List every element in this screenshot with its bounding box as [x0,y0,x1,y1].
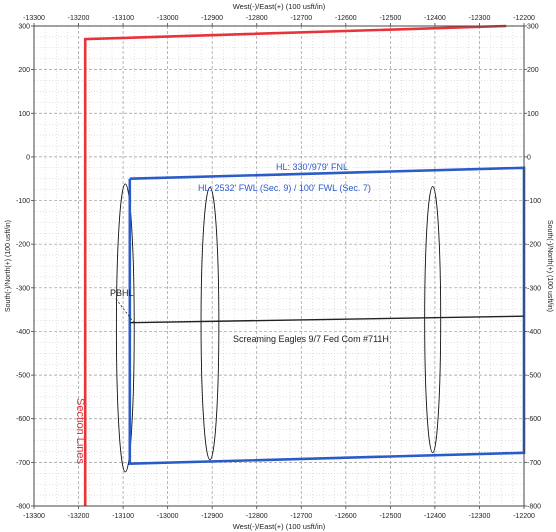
y-tick-label-left: -800 [16,504,30,511]
annotation-hl-fwl: HL: 2532' FWL (Sec. 9) / 100' FWL (Sec. … [198,183,371,193]
y-tick-label-right: -600 [527,416,541,423]
annotation-hl-fnl: HL: 330'/979' FNL [276,162,348,172]
y-tick-label-left: 300 [18,24,30,31]
x-tick-label-top: -12800 [246,15,268,22]
pbhl-leader-line [115,298,136,325]
x-tick-label-top: -12300 [469,15,491,22]
error-ellipse [200,187,220,461]
x-tick-label-bottom: -12500 [379,513,401,520]
section-lines-line [83,24,507,506]
bottom-axis-label: West(-)/East(+) (100 usft/in) [233,522,326,531]
y-tick-label-left: 200 [18,67,30,74]
x-tick-label-top: -13000 [157,15,179,22]
y-tick-label-right: 300 [527,24,539,31]
y-tick-label-right: 0 [527,154,531,161]
x-tick-label-top: -12900 [201,15,223,22]
y-tick-label-right: -700 [527,460,541,467]
error-ellipse [115,183,135,473]
x-tick-label-bottom: -13300 [23,513,45,520]
y-tick-label-left: -200 [16,242,30,249]
x-tick-label-top: -13100 [112,15,134,22]
y-tick-label-left: -500 [16,373,30,380]
top-axis-label: West(-)/East(+) (100 usft/in) [233,2,326,11]
x-tick-label-bottom: -12400 [424,513,446,520]
x-tick-label-top: -12600 [335,15,357,22]
x-tick-label-bottom: -13100 [112,513,134,520]
annotation-pbhl: PBHL [110,288,134,298]
y-tick-label-right: -100 [527,198,541,205]
x-tick-label-bottom: -12600 [335,513,357,520]
annotation-well-name: Screaming Eagles 9/7 Fed Com #711H [233,334,389,344]
x-tick-label-top: -12500 [379,15,401,22]
x-tick-label-bottom: -12700 [290,513,312,520]
left-axis-label: South(-)/North(+) (100 usft/in) [5,220,12,312]
x-tick-label-top: -12200 [513,15,535,22]
x-tick-label-bottom: -12300 [469,513,491,520]
y-tick-label-left: -400 [16,329,30,336]
x-tick-label-top: -12700 [290,15,312,22]
x-tick-label-top: -12400 [424,15,446,22]
y-tick-label-left: 100 [18,111,30,118]
annotation-section-lines: Section Lines [74,398,86,465]
x-tick-label-bottom: -12900 [201,513,223,520]
y-tick-label-right: -800 [527,504,541,511]
y-tick-label-left: -300 [16,285,30,292]
y-tick-label-right: -200 [527,242,541,249]
y-tick-label-left: -100 [16,198,30,205]
plot-area-border [33,25,525,507]
x-tick-label-bottom: -13200 [68,513,90,520]
x-tick-label-top: -13200 [68,15,90,22]
y-tick-label-left: -600 [16,416,30,423]
right-axis-label: South(-)/North(+) (100 usft/in) [546,220,553,312]
y-tick-label-left: 0 [26,154,30,161]
y-tick-label-right: 100 [527,111,539,118]
y-tick-label-right: -300 [527,285,541,292]
error-ellipse [424,186,442,454]
wellbore-line [129,315,525,324]
x-tick-label-bottom: -13000 [157,513,179,520]
y-tick-label-left: -700 [16,460,30,467]
y-tick-label-right: -400 [527,329,541,336]
y-tick-label-right: -500 [527,373,541,380]
x-tick-label-bottom: -12800 [246,513,268,520]
y-tick-label-right: 200 [527,67,539,74]
x-tick-label-bottom: -12200 [513,513,535,520]
x-tick-label-top: -13300 [23,15,45,22]
